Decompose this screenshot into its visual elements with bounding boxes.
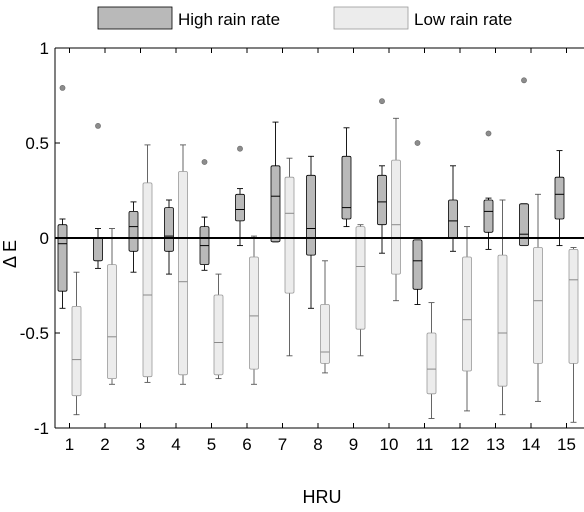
x-tick-label: 14 [522,435,541,454]
box-low-hru-6 [249,235,259,385]
box-low-hru-7 [284,157,295,357]
box-body [554,176,565,220]
box-low-hru-11 [426,302,437,419]
box-body [533,247,543,364]
box-body [164,207,174,252]
box-body [341,155,352,220]
legend-label-high: High rain rate [178,10,280,29]
box-high-hru-12 [448,165,458,252]
box-high-hru-14 [519,77,529,247]
x-tick-label: 3 [136,435,145,454]
legend: High rain rate Low rain rate [97,6,512,30]
box-body [306,174,316,256]
outlier-point [201,159,208,165]
x-tick-label: 8 [313,435,322,454]
x-tick-label: 5 [207,435,216,454]
box-high-hru-7 [270,121,281,243]
box-low-hru-13 [497,199,508,416]
plot-marks [55,77,584,423]
box-body [57,224,68,292]
box-low-hru-14 [533,193,543,402]
box-low-hru-4 [178,144,188,385]
outlier-point [237,145,243,152]
box-body [391,159,401,275]
x-tick-label: 7 [278,435,287,454]
box-low-hru-2 [107,228,117,385]
y-tick-label: -0.5 [20,324,49,343]
outlier-point [414,140,421,146]
box-body [213,294,224,376]
box-high-hru-11 [412,140,423,305]
box-body [107,264,117,380]
box-low-hru-15 [568,247,579,423]
legend-swatch-high [97,6,173,30]
box-low-hru-9 [355,224,366,357]
box-body [178,171,188,376]
x-tick-label: 10 [380,435,399,454]
x-tick-label: 1 [65,435,74,454]
box-high-hru-6 [235,145,245,247]
box-high-hru-9 [341,127,352,228]
y-axis-label: Δ E [0,240,20,268]
box-body [483,199,494,233]
box-high-hru-13 [483,130,494,250]
box-low-hru-12 [462,226,472,412]
box-body [412,239,423,290]
y-tick-label: 0 [40,229,49,248]
box-high-hru-5 [199,159,210,271]
x-tick-label: 4 [171,435,180,454]
legend-swatch-low [333,6,409,30]
box-body [519,203,529,247]
outlier-point [485,130,492,137]
box-low-hru-3 [142,144,153,383]
box-body [71,305,82,397]
legend-label-low: Low rain rate [414,10,512,29]
outlier-point [95,123,101,129]
box-body [355,226,366,330]
axes: -1-0.500.511 2 3 4 5 6 7 8 9 10 11 12 13 14 15 [20,39,584,454]
y-tick-label: 1 [40,39,49,58]
box-low-hru-1 [71,271,82,416]
box-low-hru-5 [213,273,224,380]
x-tick-label: 12 [451,435,470,454]
box-high-hru-4 [164,199,174,275]
box-body [320,304,330,364]
box-body [235,193,245,222]
box-body [426,332,437,395]
x-tick-label: 9 [349,435,358,454]
box-body [249,256,259,370]
y-tick-label: -1 [34,419,49,438]
box-high-hru-1 [57,85,68,309]
box-body [128,210,139,252]
outlier-point [521,77,527,84]
x-tick-label: 6 [242,435,251,454]
box-body [284,176,295,294]
x-axis-label: HRU [303,487,342,507]
axis-labels: HRU Δ E [0,240,342,507]
box-body [497,254,508,387]
outlier-point [59,85,66,91]
box-high-hru-10 [377,98,387,254]
box-high-hru-8 [306,155,316,309]
x-tick-label: 13 [486,435,505,454]
y-tick-label: 0.5 [25,134,49,153]
box-body [377,174,387,226]
box-body [270,165,281,243]
x-tick-label: 11 [416,435,434,454]
x-tick-label: 15 [557,435,576,454]
x-tick-label: 2 [100,435,109,454]
box-body [568,248,579,364]
box-body [142,182,153,378]
box-high-hru-3 [128,201,139,273]
outlier-point [379,98,385,105]
box-high-hru-15 [554,150,565,247]
box-body [462,256,472,372]
box-high-hru-2 [93,123,103,269]
box-low-hru-8 [320,260,330,374]
box-low-hru-10 [391,117,401,302]
box-body [93,237,103,262]
box-body [448,199,458,239]
